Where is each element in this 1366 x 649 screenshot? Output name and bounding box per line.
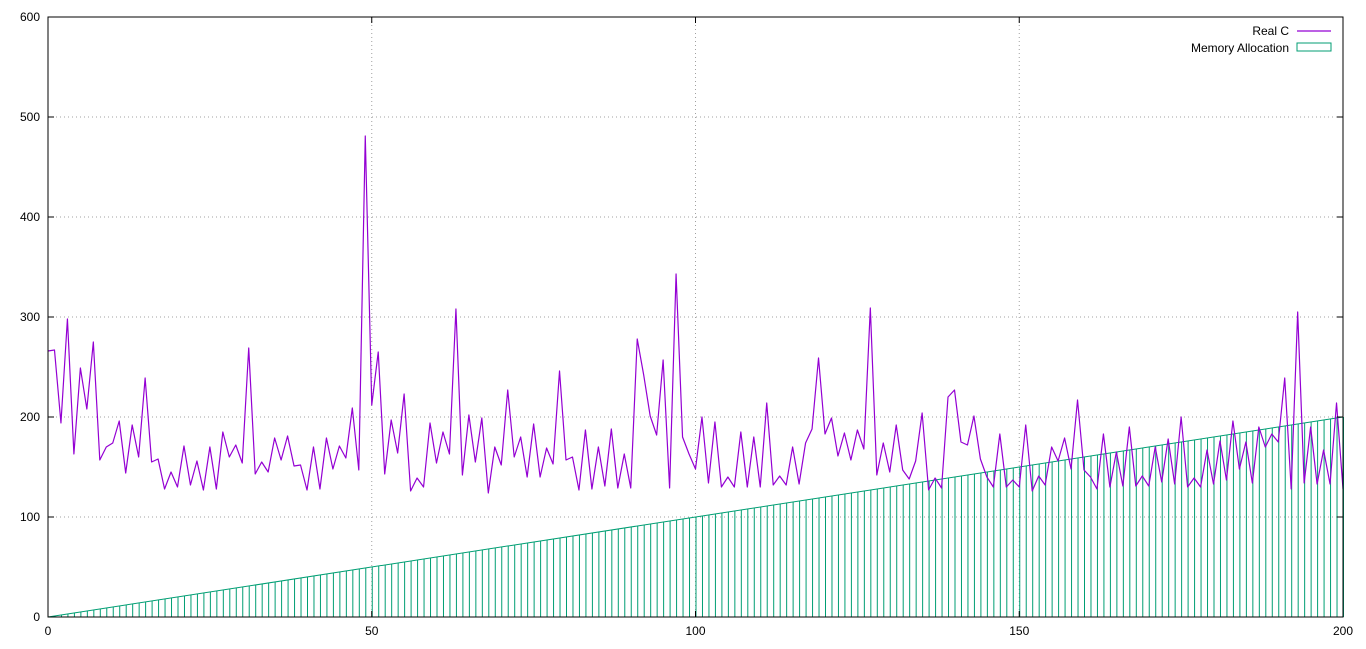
axis-ticks: 0 50 100 150 200 0 100 200 300 400 500 600 bbox=[20, 10, 1353, 638]
x-tick-label: 200 bbox=[1333, 624, 1353, 638]
real-c-series bbox=[47, 135, 1344, 494]
legend-label-real-c: Real C bbox=[1252, 24, 1289, 38]
x-tick-label: 150 bbox=[1009, 624, 1029, 638]
y-tick-label: 0 bbox=[33, 610, 40, 624]
x-tick-label: 0 bbox=[45, 624, 52, 638]
legend: Real C Memory Allocation bbox=[1191, 24, 1332, 55]
y-tick-label: 600 bbox=[20, 10, 40, 24]
real-c-line bbox=[47, 135, 1344, 494]
legend-swatch-memory-allocation bbox=[1296, 42, 1332, 52]
y-tick-label: 300 bbox=[20, 310, 40, 324]
y-tick-label: 100 bbox=[20, 510, 40, 524]
y-tick-label: 200 bbox=[20, 410, 40, 424]
y-tick-label: 500 bbox=[20, 110, 40, 124]
x-tick-label: 100 bbox=[685, 624, 705, 638]
x-tick-label: 50 bbox=[365, 624, 379, 638]
memory-allocation-series bbox=[47, 416, 1344, 618]
legend-label-memory-allocation: Memory Allocation bbox=[1191, 41, 1289, 55]
y-tick-label: 400 bbox=[20, 210, 40, 224]
